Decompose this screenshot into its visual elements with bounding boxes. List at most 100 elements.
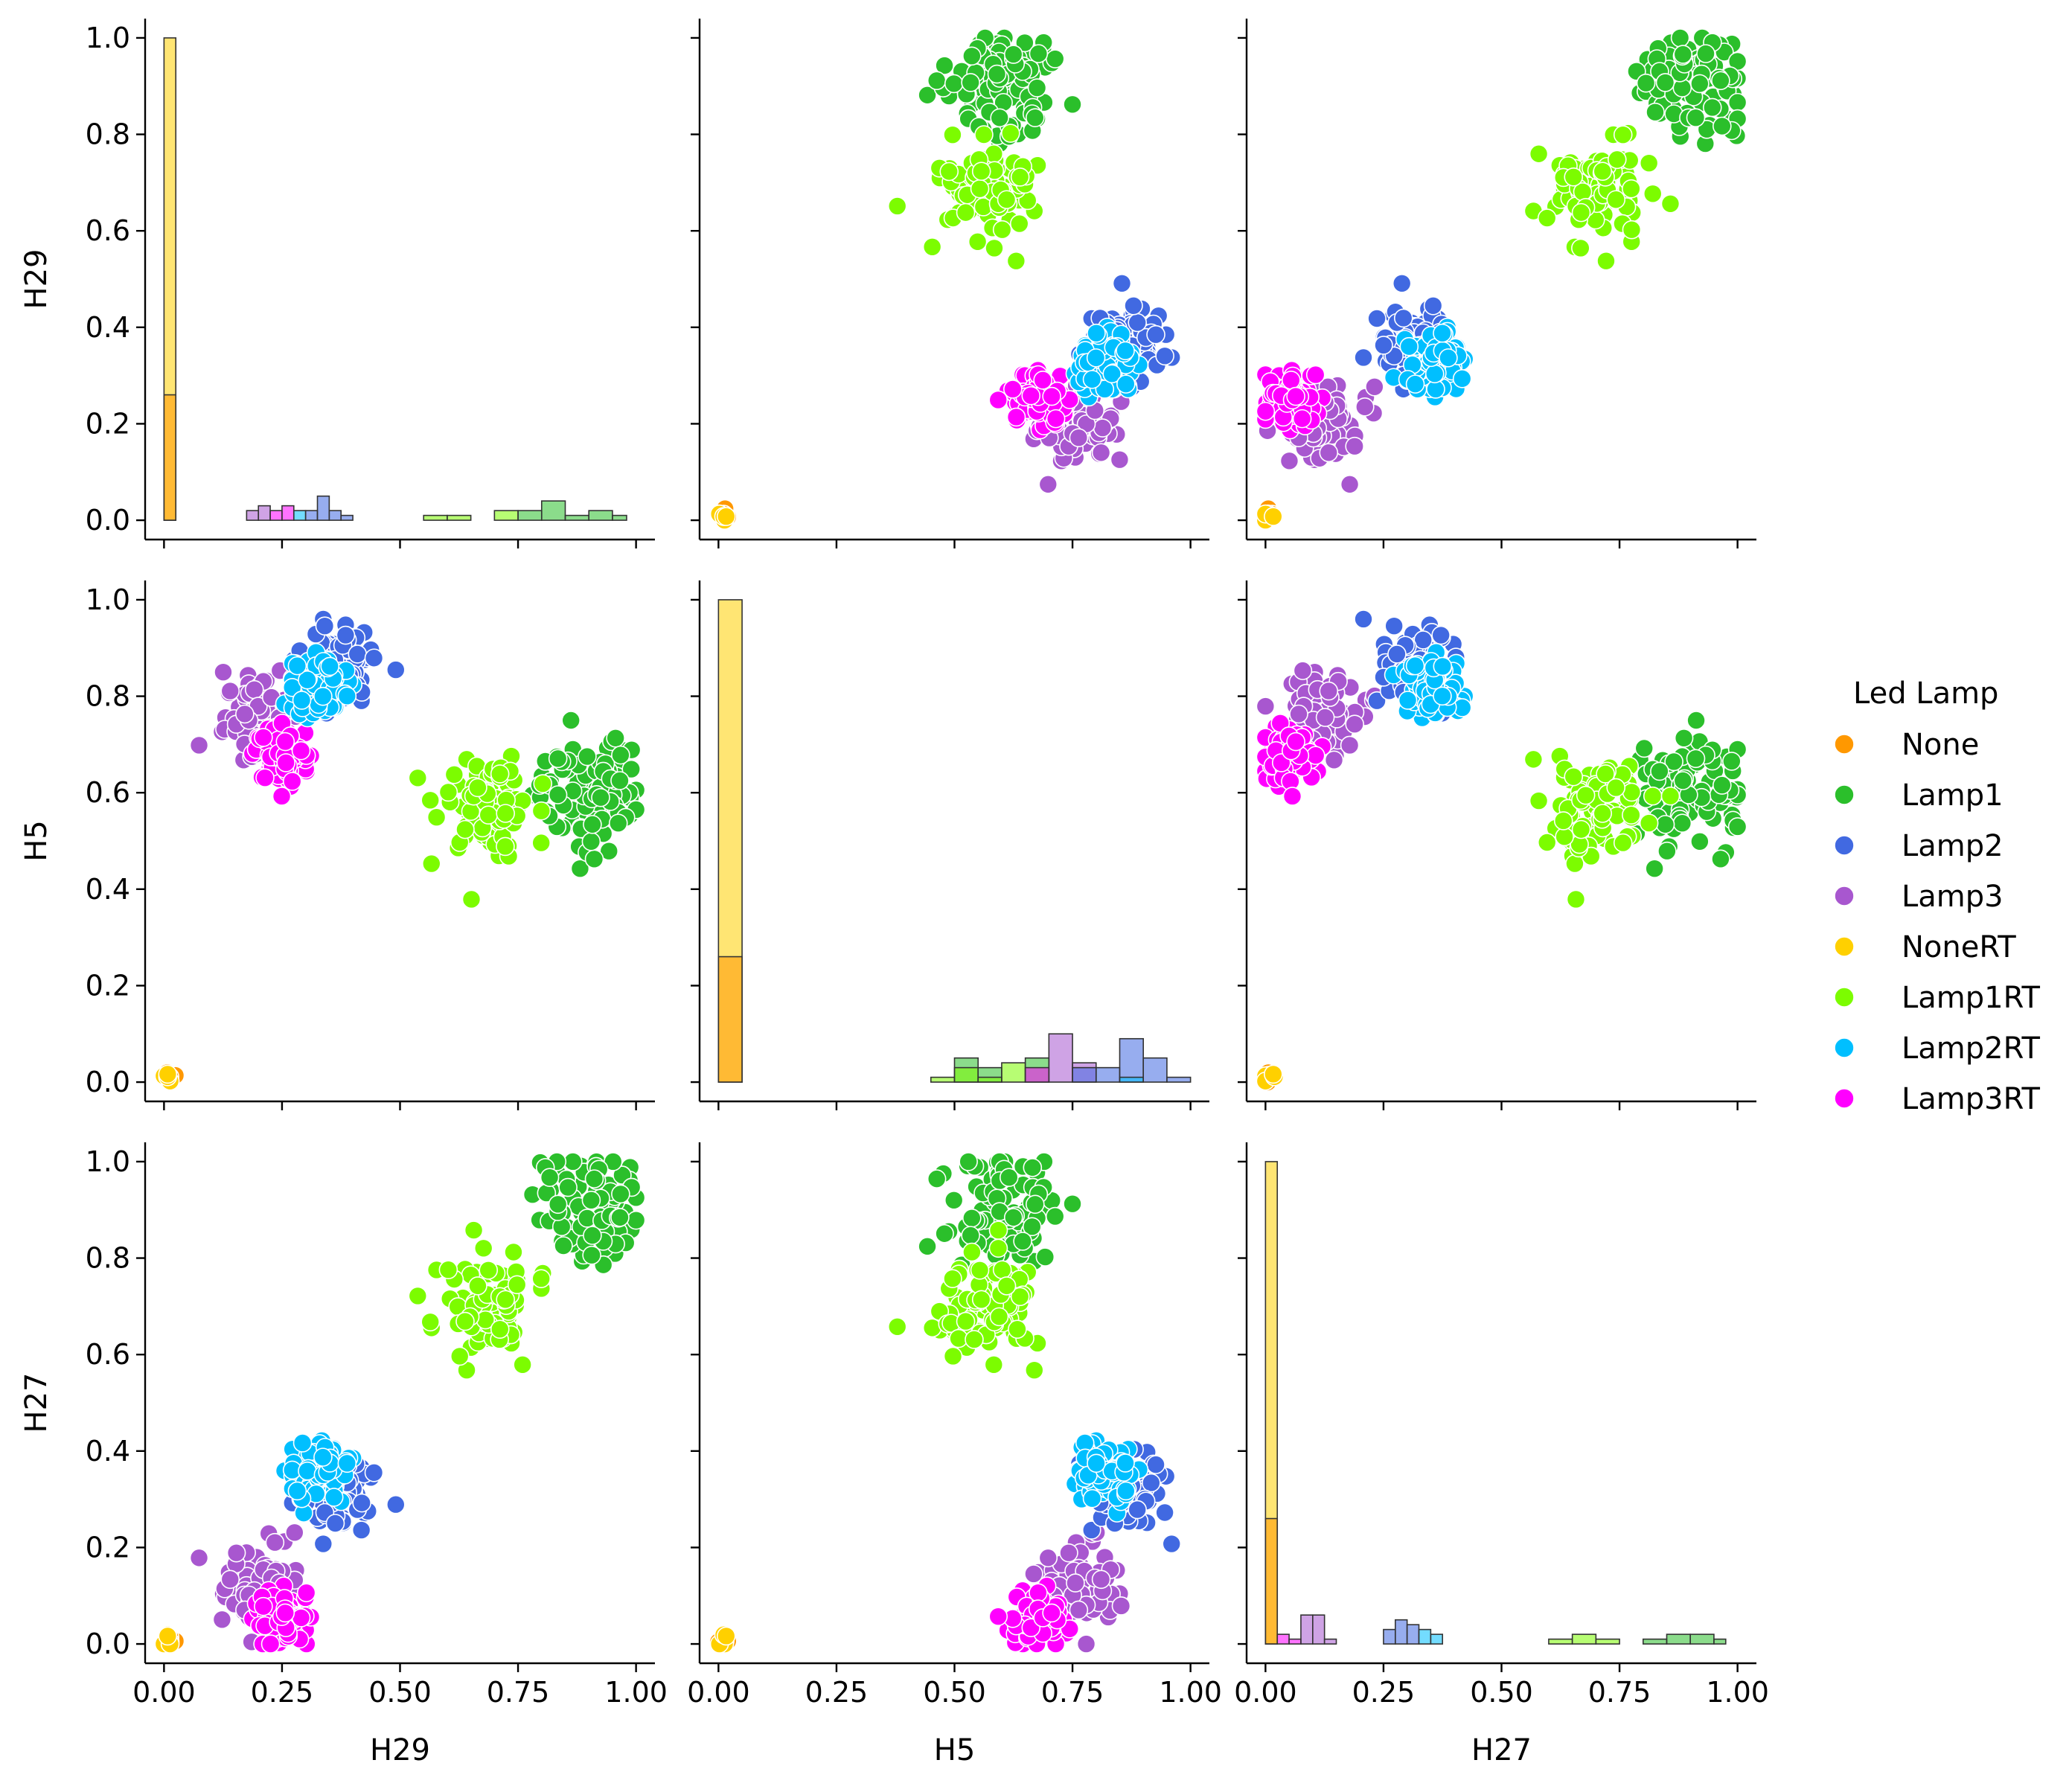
point-Lamp1RT: [426, 807, 447, 828]
hist-bar-None: [717, 956, 743, 1083]
point-Lamp1RT: [1593, 161, 1613, 182]
hist-bar-Lamp3: [1300, 1614, 1314, 1645]
point-Lamp3: [1066, 1573, 1085, 1593]
point-Lamp1: [1686, 711, 1706, 730]
point-Lamp1: [554, 1236, 573, 1255]
point-Lamp3: [220, 1569, 240, 1590]
point-Lamp1: [1650, 761, 1669, 781]
y-tick-label: 0.8: [86, 680, 130, 713]
point-Lamp3RT: [1305, 746, 1325, 765]
point-Lamp1RT: [533, 774, 553, 793]
point-Lamp1RT: [1571, 202, 1591, 223]
hist-bar-Lamp3RT: [1288, 1638, 1302, 1645]
legend-label-Lamp1RT: Lamp1RT: [1902, 981, 2040, 1015]
legend-marker-Lamp2RT: [1834, 1037, 1855, 1058]
hist-bar-Lamp2: [1119, 1037, 1145, 1083]
point-Lamp1RT: [992, 1260, 1012, 1280]
point-Lamp3RT: [272, 787, 292, 806]
point-Lamp3RT: [1286, 386, 1305, 406]
point-Lamp2: [1431, 625, 1451, 645]
point-Lamp1: [944, 74, 964, 94]
point-Lamp1RT: [1523, 749, 1544, 769]
point-Lamp1: [610, 771, 630, 790]
point-Lamp1: [608, 813, 628, 833]
point-Lamp3RT: [1281, 371, 1301, 390]
x-tick-label: 1.00: [604, 1676, 668, 1709]
hist-bar-None: [163, 394, 177, 521]
point-Lamp1: [1722, 752, 1742, 771]
hist-bar-Lamp2: [1383, 1628, 1396, 1645]
point-Lamp3RT: [260, 1634, 281, 1654]
legend-marker-Lamp1RT: [1834, 987, 1855, 1008]
panel-H27-vs-H5: 0.00 0.25 0.50 0.75 1.00 H5: [687, 1142, 1222, 1767]
hist-bar-Lamp1: [1642, 1638, 1668, 1645]
hist-bar-None: [1264, 1517, 1279, 1645]
point-Lamp1RT: [479, 1261, 499, 1280]
point-Lamp1RT: [887, 196, 907, 216]
point-Lamp1RT: [1622, 179, 1641, 199]
point-Lamp3RT: [1003, 380, 1023, 399]
x-tick-label: 0.50: [368, 1676, 432, 1709]
point-Lamp1: [1045, 1206, 1065, 1226]
point-Lamp3: [1091, 443, 1111, 463]
point-Lamp3: [212, 1610, 232, 1630]
point-Lamp1RT: [1565, 854, 1584, 874]
point-Lamp2: [386, 1494, 406, 1514]
point-Lamp1RT: [988, 1220, 1008, 1240]
point-Lamp1RT: [513, 1355, 532, 1375]
hist-bar-Lamp2: [316, 495, 330, 521]
point-Lamp1RT: [1606, 190, 1626, 210]
point-Lamp3RT: [276, 753, 296, 772]
point-Lamp2: [1374, 336, 1393, 355]
y-axis-title: H27: [19, 1373, 54, 1433]
hist-bar-Lamp3: [1048, 1033, 1073, 1083]
hist-bar-Lamp1RT: [493, 510, 519, 521]
y-tick-label: 1.0: [86, 22, 130, 54]
point-Lamp1: [1711, 71, 1730, 91]
point-Lamp1RT: [1529, 791, 1549, 810]
point-Lamp3: [1038, 475, 1058, 494]
x-axis-title: H5: [934, 1733, 976, 1767]
point-Lamp3RT: [291, 1608, 311, 1628]
x-tick-label: 0.25: [1352, 1676, 1416, 1709]
hist-bar-Lamp1: [540, 500, 566, 521]
hist-bar-Lamp2: [1095, 1066, 1121, 1083]
point-Lamp2RT: [1116, 341, 1135, 361]
point-Lamp3RT: [275, 1603, 295, 1623]
point-Lamp1: [581, 831, 601, 851]
point-Lamp1: [621, 759, 642, 779]
hist-bar-Lamp3: [1323, 1638, 1337, 1645]
point-Lamp3: [214, 662, 233, 682]
point-Lamp1: [1645, 859, 1664, 879]
point-Lamp1: [548, 749, 568, 769]
point-Lamp1: [584, 1169, 604, 1188]
legend-label-None: None: [1902, 728, 1979, 762]
point-Lamp1: [1727, 817, 1747, 836]
legend: Led Lamp None Lamp1 Lamp2 Lamp3 NoneRT Lamp1RT…: [1834, 676, 2040, 1116]
point-Lamp2RT: [1405, 656, 1425, 676]
point-Lamp3: [1256, 697, 1276, 716]
point-Lamp1RT: [1564, 767, 1584, 787]
point-Lamp1: [1657, 841, 1677, 861]
point-Lamp2: [1128, 313, 1147, 333]
point-Lamp1: [1713, 775, 1732, 795]
hist-bar-Lamp2: [1394, 1619, 1408, 1645]
hist-bar-Lamp1RT: [1548, 1638, 1573, 1645]
point-Lamp2RT: [292, 691, 312, 710]
point-Lamp3: [1059, 1543, 1078, 1563]
point-Lamp3RT: [275, 732, 295, 752]
point-Lamp1: [1711, 849, 1730, 869]
point-Lamp1RT: [479, 805, 499, 825]
legend-marker-Lamp3RT: [1834, 1088, 1855, 1109]
legend-label-Lamp2: Lamp2: [1902, 829, 2004, 863]
point-Lamp3: [1069, 1600, 1089, 1620]
point-Lamp1: [944, 1190, 964, 1210]
point-NoneRT: [158, 1064, 178, 1084]
point-Lamp2RT: [1086, 348, 1106, 368]
point-Lamp3RT: [1256, 401, 1276, 421]
panel-H29-vs-H27: [1238, 19, 1756, 548]
y-tick-label: 0.4: [86, 311, 130, 344]
point-Lamp3: [285, 1523, 304, 1543]
point-Lamp1: [990, 108, 1009, 128]
